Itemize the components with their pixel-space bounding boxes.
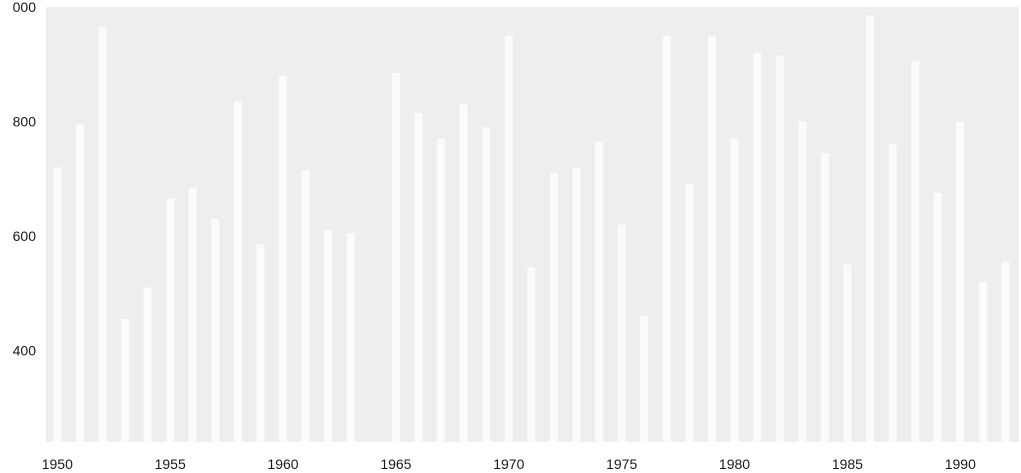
y-axis-tick-labels: 400 600 800 000 bbox=[13, 0, 37, 358]
bar-1973 bbox=[572, 167, 581, 443]
bar-1960 bbox=[279, 75, 287, 442]
x-tick-label: 1965 bbox=[380, 456, 411, 472]
bar-1970 bbox=[504, 35, 513, 442]
x-tick-label: 1955 bbox=[155, 456, 186, 472]
y-tick-label: 400 bbox=[13, 342, 37, 358]
bar-1984 bbox=[820, 153, 829, 442]
bar-1965 bbox=[391, 72, 400, 443]
bar-1951 bbox=[75, 124, 84, 443]
x-tick-label: 1985 bbox=[832, 456, 863, 472]
x-tick-label: 1975 bbox=[606, 456, 637, 472]
bar-1954 bbox=[143, 287, 152, 442]
x-tick-label: 1950 bbox=[42, 456, 73, 472]
bar-1987 bbox=[888, 144, 897, 442]
bar-1992 bbox=[1001, 261, 1010, 442]
bars bbox=[53, 15, 1010, 443]
x-tick-label: 1970 bbox=[493, 456, 524, 472]
y-tick-label: 000 bbox=[13, 0, 37, 15]
bar-1950 bbox=[53, 167, 62, 443]
bar-1990 bbox=[956, 121, 965, 442]
bar-1988 bbox=[911, 61, 920, 443]
x-tick-label: 1960 bbox=[267, 456, 298, 472]
bar-1957 bbox=[211, 218, 220, 442]
bar-1963 bbox=[346, 233, 355, 442]
bar-1953 bbox=[121, 318, 129, 442]
bar-1976 bbox=[640, 316, 649, 442]
bar-1980 bbox=[730, 138, 739, 442]
bar-1989 bbox=[933, 193, 942, 442]
bar-1968 bbox=[459, 104, 468, 443]
bar-1975 bbox=[617, 224, 626, 442]
bar-1986 bbox=[866, 15, 874, 442]
bar-1981 bbox=[753, 52, 762, 443]
bar-1969 bbox=[482, 127, 491, 442]
bar-1958 bbox=[233, 101, 242, 443]
bar-1977 bbox=[662, 35, 671, 442]
bar-1966 bbox=[414, 112, 423, 443]
bar-1979 bbox=[708, 35, 716, 442]
bar-1961 bbox=[301, 170, 310, 442]
bar-1962 bbox=[324, 230, 333, 442]
bar-1952 bbox=[98, 27, 107, 442]
bar-1959 bbox=[256, 244, 265, 442]
y-tick-label: 800 bbox=[13, 114, 37, 130]
y-tick-label: 600 bbox=[13, 228, 37, 244]
x-tick-label: 1990 bbox=[945, 456, 976, 472]
bar-1974 bbox=[595, 141, 604, 442]
bar-1972 bbox=[549, 173, 558, 442]
x-tick-label: 1980 bbox=[719, 456, 750, 472]
bar-1955 bbox=[166, 198, 175, 442]
x-axis-tick-labels: 1950 1955 1960 1965 1970 1975 1980 1985 1990 bbox=[42, 456, 976, 472]
bar-1956 bbox=[188, 187, 197, 442]
bar-1982 bbox=[775, 55, 784, 442]
bar-1971 bbox=[527, 267, 536, 442]
bar-1985 bbox=[843, 264, 852, 442]
bar-1978 bbox=[685, 184, 694, 442]
bar-1967 bbox=[437, 138, 446, 442]
bar-1991 bbox=[978, 281, 987, 442]
bar-1983 bbox=[798, 121, 807, 442]
